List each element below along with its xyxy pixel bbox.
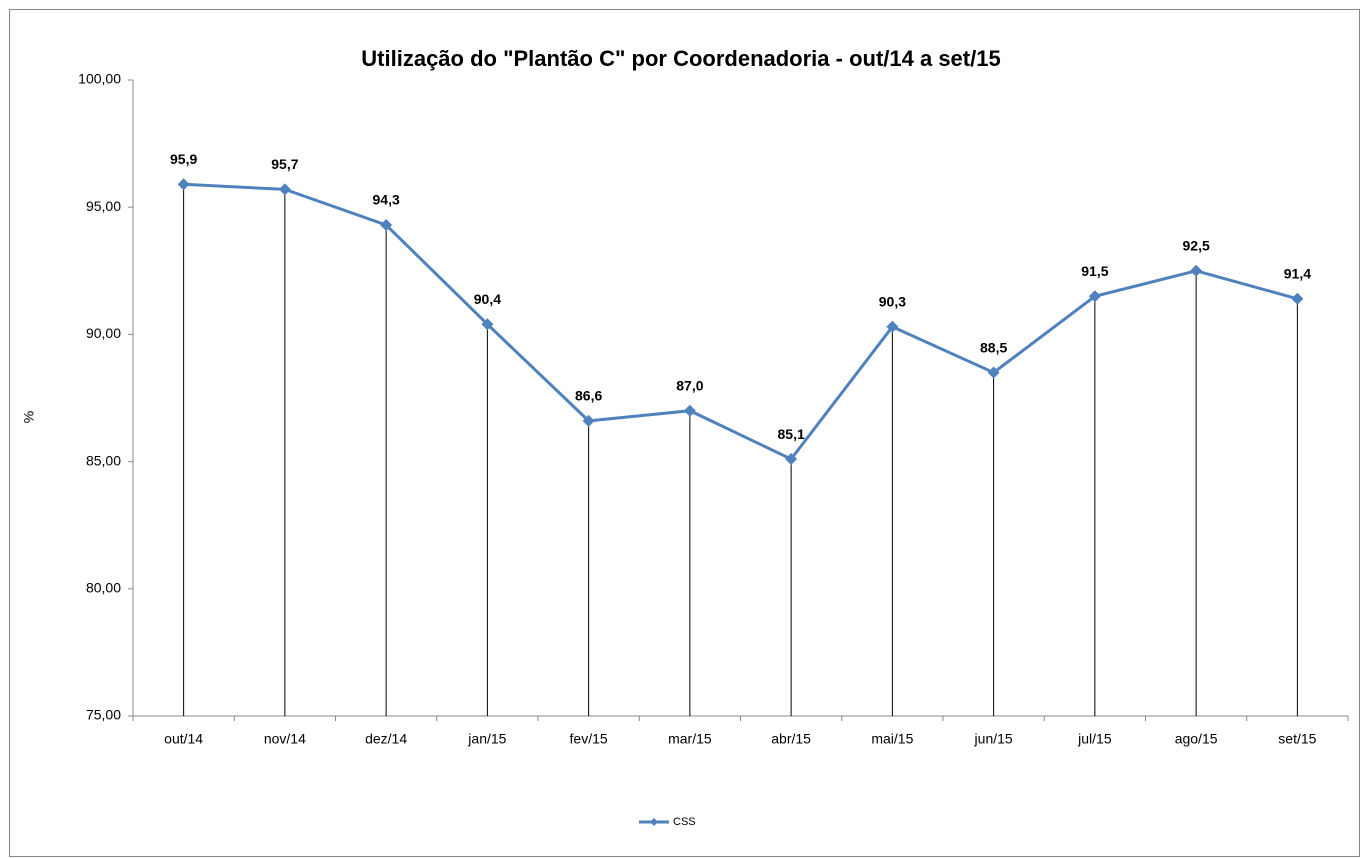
- legend-marker: [650, 818, 658, 826]
- marker: [683, 404, 696, 417]
- data-label: 85,1: [778, 426, 805, 442]
- y-tick-label: 75,00: [86, 707, 121, 723]
- x-tick-label: dez/14: [365, 731, 407, 747]
- data-label: 91,5: [1081, 263, 1108, 279]
- x-tick-label: abr/15: [771, 731, 811, 747]
- marker: [582, 414, 595, 427]
- data-label: 90,4: [474, 291, 501, 307]
- x-tick-label: mar/15: [668, 731, 712, 747]
- x-tick-label: jul/15: [1077, 731, 1112, 747]
- data-label: 92,5: [1183, 238, 1210, 254]
- marker: [1088, 290, 1101, 303]
- marker: [987, 366, 1000, 379]
- data-label: 94,3: [373, 192, 400, 208]
- data-label: 95,7: [271, 156, 298, 172]
- x-tick-label: jan/15: [467, 731, 506, 747]
- y-tick-label: 100,00: [78, 71, 121, 87]
- x-tick-label: mai/15: [871, 731, 913, 747]
- data-label: 90,3: [879, 293, 906, 309]
- x-tick-label: out/14: [164, 731, 203, 747]
- x-tick-label: nov/14: [264, 731, 306, 747]
- x-tick-label: set/15: [1278, 731, 1316, 747]
- legend-label: CSS: [673, 816, 696, 828]
- x-tick-label: fev/15: [570, 731, 608, 747]
- y-tick-label: 95,00: [86, 198, 121, 214]
- marker: [1190, 264, 1203, 277]
- y-tick-label: 90,00: [86, 325, 121, 341]
- marker: [785, 453, 798, 466]
- y-tick-label: 80,00: [86, 580, 121, 596]
- chart-border: [9, 9, 1360, 857]
- x-tick-label: ago/15: [1175, 731, 1218, 747]
- marker: [886, 320, 899, 333]
- series-line: [183, 182, 1298, 461]
- marker: [1291, 292, 1304, 305]
- data-label: 87,0: [676, 377, 703, 393]
- data-label: 86,6: [575, 388, 602, 404]
- marker: [278, 183, 291, 196]
- marker: [481, 318, 494, 331]
- data-label: 95,9: [170, 151, 197, 167]
- marker: [177, 178, 190, 191]
- chart-title: Utilização do "Plantão C" por Coordenado…: [361, 46, 1000, 71]
- data-label: 88,5: [980, 339, 1007, 355]
- data-label: 91,4: [1284, 265, 1311, 281]
- y-axis-label: %: [21, 411, 37, 423]
- marker: [380, 219, 393, 232]
- x-tick-label: jun/15: [974, 731, 1013, 747]
- y-tick-label: 85,00: [86, 452, 121, 468]
